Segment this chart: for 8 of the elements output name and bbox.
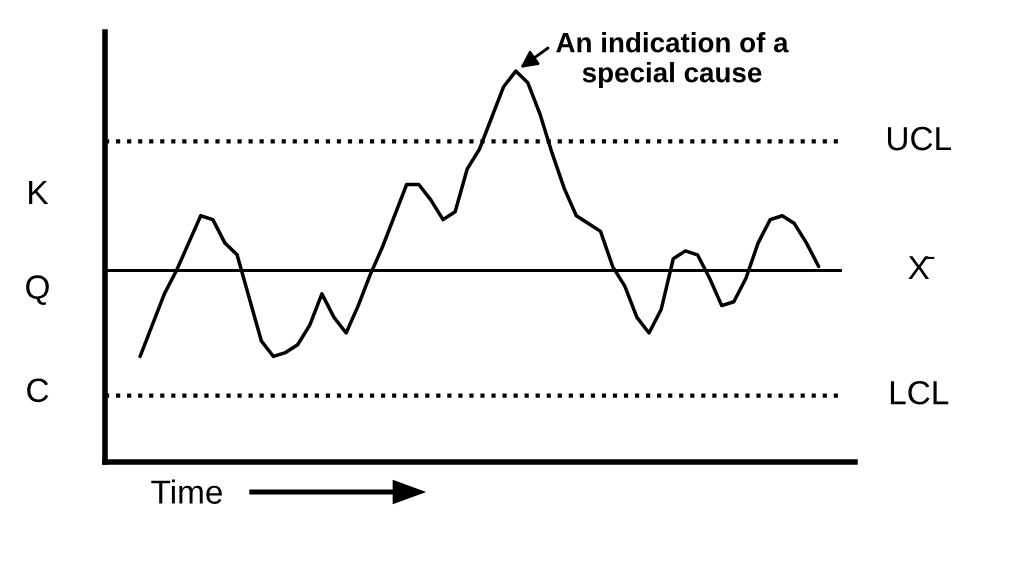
ref-line-label: LCL xyxy=(890,380,949,405)
text: Q xyxy=(26,275,49,305)
text: K xyxy=(29,181,49,205)
text: C xyxy=(27,378,49,403)
annotation: An indication of a special cause xyxy=(556,32,789,88)
x-axis-title: Time xyxy=(151,479,222,504)
ref-line-label: UCL xyxy=(887,126,951,151)
ref-line-label: X̄ xyxy=(908,256,935,280)
